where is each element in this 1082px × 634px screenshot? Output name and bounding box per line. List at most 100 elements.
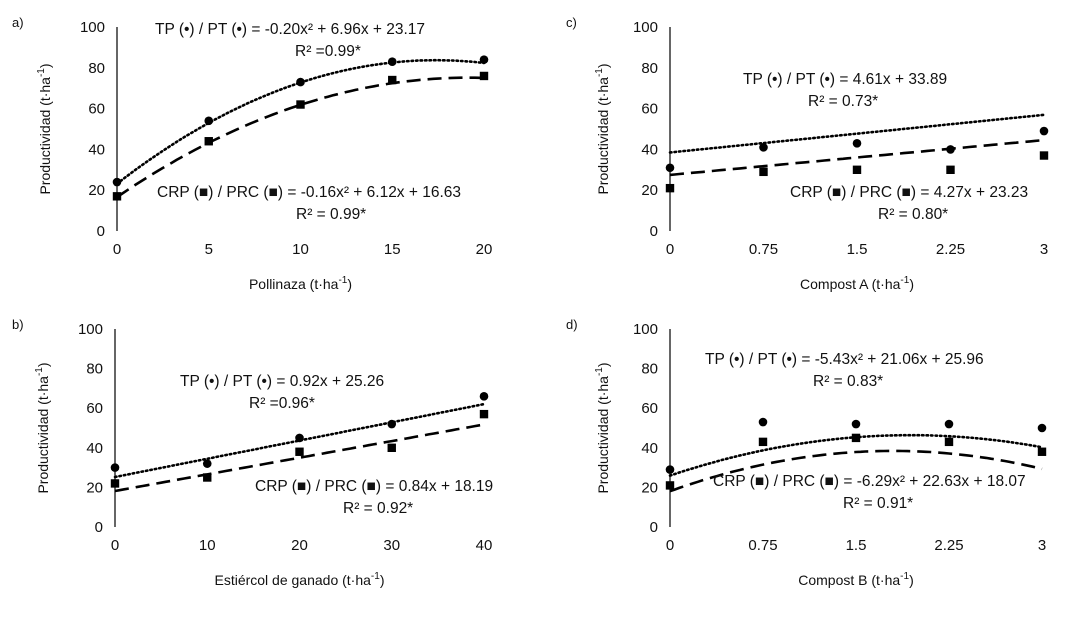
y-axis-label: Productividad (t·ha-1) bbox=[594, 63, 611, 194]
data-point-circle bbox=[1039, 126, 1049, 136]
data-point-circle bbox=[112, 177, 122, 187]
y-tick-label: 40 bbox=[641, 440, 658, 457]
x-axis-label: Compost B (t·ha-1) bbox=[798, 571, 914, 588]
data-point-square bbox=[110, 479, 120, 488]
data-point-square bbox=[665, 183, 675, 193]
y-tick-label: 20 bbox=[86, 479, 103, 496]
y-tick-label: 40 bbox=[86, 440, 103, 457]
y-tick-label: 100 bbox=[633, 321, 658, 338]
data-point-square bbox=[387, 443, 396, 452]
equation-label: TP (•) / PT (•) = 0.92x + 25.26 bbox=[180, 373, 384, 390]
x-tick-label: 3 bbox=[1040, 241, 1048, 258]
panel-d: d) 0 20 40 60 80 100 0 0.75 1.5 2.25 3 Compost B (t·… bbox=[566, 317, 1047, 588]
r-squared-label: R² = 0.99* bbox=[296, 206, 366, 223]
x-tick-label: 1.5 bbox=[846, 537, 867, 554]
data-point-square bbox=[479, 71, 489, 81]
x-tick-label: 20 bbox=[291, 537, 308, 554]
panel-letter: a) bbox=[12, 15, 24, 30]
data-point-circle bbox=[296, 77, 305, 87]
y-tick-label: 80 bbox=[88, 60, 105, 77]
y-tick-label: 20 bbox=[88, 182, 105, 199]
panel-a: a) 0 20 40 60 80 100 0 5 10 15 20 Pollinaza (t·ha-1)… bbox=[12, 15, 492, 292]
trend-line-crp-prc bbox=[669, 449, 1043, 493]
x-tick-label: 0 bbox=[666, 241, 674, 258]
x-tick-label: 40 bbox=[476, 537, 493, 554]
y-tick-label: 0 bbox=[95, 519, 103, 536]
x-axis-label: Compost A (t·ha-1) bbox=[800, 275, 914, 292]
x-tick-label: 2.25 bbox=[936, 241, 965, 258]
data-point-circle bbox=[758, 417, 768, 427]
data-point-square bbox=[479, 409, 489, 419]
data-point-circle bbox=[1037, 423, 1047, 433]
data-point-square bbox=[946, 165, 955, 174]
y-tick-label: 100 bbox=[78, 321, 103, 338]
panel-c: c) 0 20 40 60 80 100 0 0.75 1.5 2.25 3 Compost A (t·… bbox=[566, 15, 1049, 292]
data-point-circle bbox=[665, 163, 675, 173]
r-squared-label: R² = 0.91* bbox=[843, 495, 913, 512]
equation-label: TP (•) / PT (•) = 4.61x + 33.89 bbox=[743, 71, 947, 88]
equation-label: CRP (■) / PRC (■) = -0.16x² + 6.12x + 16… bbox=[157, 184, 461, 201]
data-point-circle bbox=[202, 459, 212, 468]
y-tick-label: 60 bbox=[86, 400, 103, 417]
data-point-square bbox=[944, 437, 954, 447]
y-tick-label: 60 bbox=[641, 400, 658, 417]
r-squared-label: R² = 0.83* bbox=[813, 373, 883, 390]
y-tick-label: 40 bbox=[641, 141, 658, 158]
equation-label: CRP (■) / PRC (■) = -6.29x² + 22.63x + 1… bbox=[713, 473, 1026, 490]
x-tick-label: 3 bbox=[1038, 537, 1046, 554]
y-tick-label: 0 bbox=[97, 223, 105, 240]
y-tick-label: 80 bbox=[641, 60, 658, 77]
data-point-square bbox=[296, 100, 305, 109]
panel-b: b) 0 20 40 60 80 100 0 10 20 30 40 Estiércol de gana… bbox=[12, 317, 493, 588]
data-point-circle bbox=[944, 419, 954, 429]
panel-letter: d) bbox=[566, 317, 578, 332]
r-squared-label: R² =0.99* bbox=[295, 43, 361, 60]
x-tick-label: 2.25 bbox=[934, 537, 963, 554]
r-squared-label: R² = 0.73* bbox=[808, 93, 878, 110]
y-tick-label: 20 bbox=[641, 182, 658, 199]
panel-letter: b) bbox=[12, 317, 24, 332]
data-point-square bbox=[851, 433, 861, 443]
y-tick-label: 40 bbox=[88, 141, 105, 158]
x-tick-label: 0 bbox=[666, 537, 674, 554]
x-tick-label: 5 bbox=[205, 241, 213, 258]
data-point-circle bbox=[204, 116, 214, 126]
data-point-square bbox=[759, 167, 768, 177]
equation-label: CRP (■) / PRC (■) = 0.84x + 18.19 bbox=[255, 478, 493, 495]
y-tick-label: 20 bbox=[641, 479, 658, 496]
data-point-square bbox=[295, 447, 304, 456]
equation-label: TP (•) / PT (•) = -0.20x² + 6.96x + 23.1… bbox=[155, 21, 425, 38]
y-tick-label: 100 bbox=[633, 19, 658, 36]
x-tick-label: 10 bbox=[199, 537, 216, 554]
x-axis-label: Pollinaza (t·ha-1) bbox=[249, 275, 352, 292]
y-axis-label: Productividad (t·ha-1) bbox=[594, 362, 611, 493]
data-point-square bbox=[203, 473, 212, 482]
data-point-square bbox=[112, 192, 122, 201]
y-axis-label: Productividad (t·ha-1) bbox=[36, 63, 53, 194]
y-tick-label: 0 bbox=[650, 519, 658, 536]
data-point-circle bbox=[665, 465, 675, 474]
x-tick-label: 0 bbox=[113, 241, 121, 258]
r-squared-label: R² =0.96* bbox=[249, 395, 315, 412]
panel-letter: c) bbox=[566, 15, 577, 30]
x-tick-label: 20 bbox=[476, 241, 493, 258]
x-axis-label: Estiércol de ganado (t·ha-1) bbox=[214, 571, 384, 588]
data-point-square bbox=[665, 481, 675, 490]
data-point-square bbox=[758, 437, 768, 447]
data-point-circle bbox=[387, 419, 397, 429]
data-point-square bbox=[388, 75, 397, 85]
x-tick-label: 0.75 bbox=[749, 241, 778, 258]
r-squared-label: R² = 0.92* bbox=[343, 500, 413, 517]
y-tick-label: 60 bbox=[88, 101, 105, 118]
data-point-circle bbox=[852, 138, 862, 148]
x-tick-label: 0.75 bbox=[748, 537, 777, 554]
data-point-circle bbox=[295, 433, 304, 443]
data-point-circle bbox=[759, 143, 768, 152]
data-point-circle bbox=[479, 392, 489, 401]
y-axis-label: Productividad (t·ha-1) bbox=[34, 362, 51, 493]
data-point-square bbox=[204, 137, 213, 146]
y-tick-label: 80 bbox=[86, 361, 103, 378]
trend-line-tp-pt bbox=[668, 113, 1046, 154]
